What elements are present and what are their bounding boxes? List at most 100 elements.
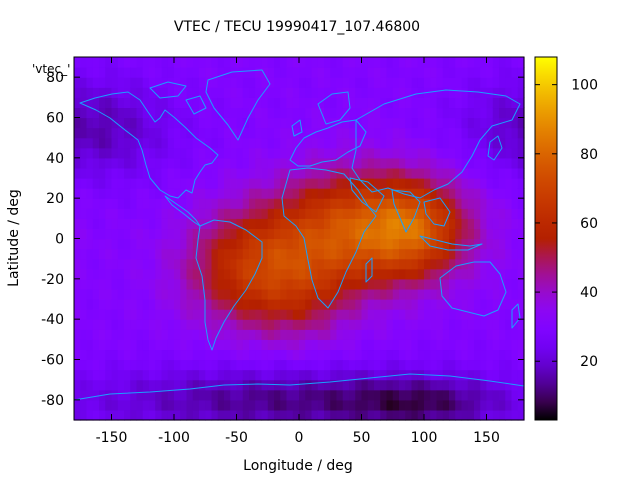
heatmap-cell: [261, 147, 269, 159]
heatmap-cell: [342, 369, 350, 381]
heatmap-cell: [442, 389, 450, 401]
heatmap-cell: [149, 389, 156, 401]
heatmap-cell: [86, 87, 94, 98]
heatmap-cell: [517, 288, 525, 300]
heatmap-cell: [511, 409, 519, 421]
heatmap-cell: [211, 228, 219, 240]
heatmap-cell: [417, 268, 425, 280]
heatmap-cell: [486, 359, 494, 371]
heatmap-cell: [380, 198, 388, 209]
heatmap-cell: [167, 178, 175, 189]
heatmap-cell: [324, 147, 331, 159]
heatmap-cell: [336, 188, 344, 199]
heatmap-cell: [505, 238, 513, 250]
coastline-africa: [281, 167, 377, 309]
heatmap-cell: [130, 258, 138, 270]
heatmap-cell: [124, 309, 131, 320]
heatmap-cell: [367, 258, 375, 270]
heatmap-cell: [405, 409, 413, 421]
heatmap-cell: [367, 127, 375, 139]
heatmap-cell: [111, 258, 119, 270]
heatmap-cell: [499, 157, 506, 169]
heatmap-cell: [149, 319, 156, 330]
heatmap-cell: [111, 359, 119, 371]
heatmap-cell: [205, 339, 213, 351]
heatmap-cell: [86, 389, 94, 401]
heatmap-cell: [349, 198, 356, 209]
heatmap-cell: [517, 67, 525, 78]
heatmap-cell: [180, 349, 188, 361]
heatmap-cell: [486, 218, 494, 230]
heatmap-cell: [155, 268, 163, 280]
heatmap-cell: [436, 87, 444, 98]
heatmap-cell: [255, 278, 263, 290]
heatmap-cell: [399, 349, 406, 361]
heatmap-cell: [230, 178, 238, 189]
heatmap-cell: [455, 238, 463, 250]
heatmap-cell: [155, 329, 163, 340]
heatmap-cell: [199, 67, 206, 78]
heatmap-cell: [136, 359, 144, 371]
heatmap-cell: [330, 278, 338, 290]
heatmap-cell: [161, 137, 169, 149]
heatmap-cell: [461, 218, 469, 230]
heatmap-cell: [411, 127, 419, 139]
heatmap-cell: [280, 329, 288, 340]
heatmap-cell: [411, 157, 419, 169]
heatmap-cell: [255, 57, 263, 68]
heatmap-cell: [124, 87, 131, 98]
heatmap-cell: [255, 97, 263, 109]
heatmap-cell: [224, 399, 231, 411]
coastline-asia: [351, 89, 521, 199]
heatmap-cell: [305, 288, 313, 300]
heatmap-cell: [249, 228, 256, 240]
heatmap-cell: [155, 349, 163, 361]
heatmap-cell: [249, 127, 256, 139]
heatmap-cell: [417, 379, 425, 391]
heatmap-cell: [305, 208, 313, 219]
heatmap-cell: [149, 299, 156, 310]
heatmap-cell: [436, 389, 444, 401]
heatmap-cell: [86, 309, 94, 320]
heatmap-cell: [92, 379, 100, 391]
heatmap-cell: [505, 167, 513, 179]
heatmap-cell: [455, 67, 463, 78]
heatmap-cell: [367, 147, 375, 159]
heatmap-cell: [230, 57, 238, 68]
heatmap-cell: [149, 309, 156, 320]
heatmap-cell: [392, 97, 400, 109]
heatmap-cell: [92, 147, 100, 159]
heatmap-cell: [99, 157, 106, 169]
heatmap-cell: [411, 389, 419, 401]
heatmap-cell: [142, 409, 150, 421]
heatmap-cell: [311, 409, 319, 421]
heatmap-cell: [292, 218, 300, 230]
heatmap-cell: [355, 87, 363, 98]
heatmap-cell: [311, 339, 319, 351]
heatmap-cell: [217, 268, 225, 280]
heatmap-cell: [286, 228, 294, 240]
heatmap-cell: [242, 137, 250, 149]
heatmap-cell: [467, 278, 475, 290]
heatmap-cell: [161, 309, 169, 320]
heatmap-cell: [286, 198, 294, 209]
heatmap-cell: [305, 238, 313, 250]
heatmap-cell: [286, 77, 294, 88]
heatmap-cell: [311, 268, 319, 280]
heatmap-cell: [224, 67, 231, 78]
heatmap-cell: [499, 87, 506, 98]
heatmap-cell: [99, 339, 106, 351]
heatmap-cell: [505, 288, 513, 300]
heatmap-cell: [317, 167, 325, 179]
heatmap-cell: [117, 288, 125, 300]
heatmap-cell: [161, 339, 169, 351]
heatmap-cell: [105, 309, 113, 320]
heatmap-cell: [330, 137, 338, 149]
heatmap-cell: [499, 167, 506, 179]
heatmap-cell: [436, 319, 444, 330]
heatmap-cell: [417, 248, 425, 260]
heatmap-cell: [217, 329, 225, 340]
heatmap-cell: [480, 339, 488, 351]
coastline-arabia: [349, 177, 385, 213]
heatmap-cell: [180, 319, 188, 330]
